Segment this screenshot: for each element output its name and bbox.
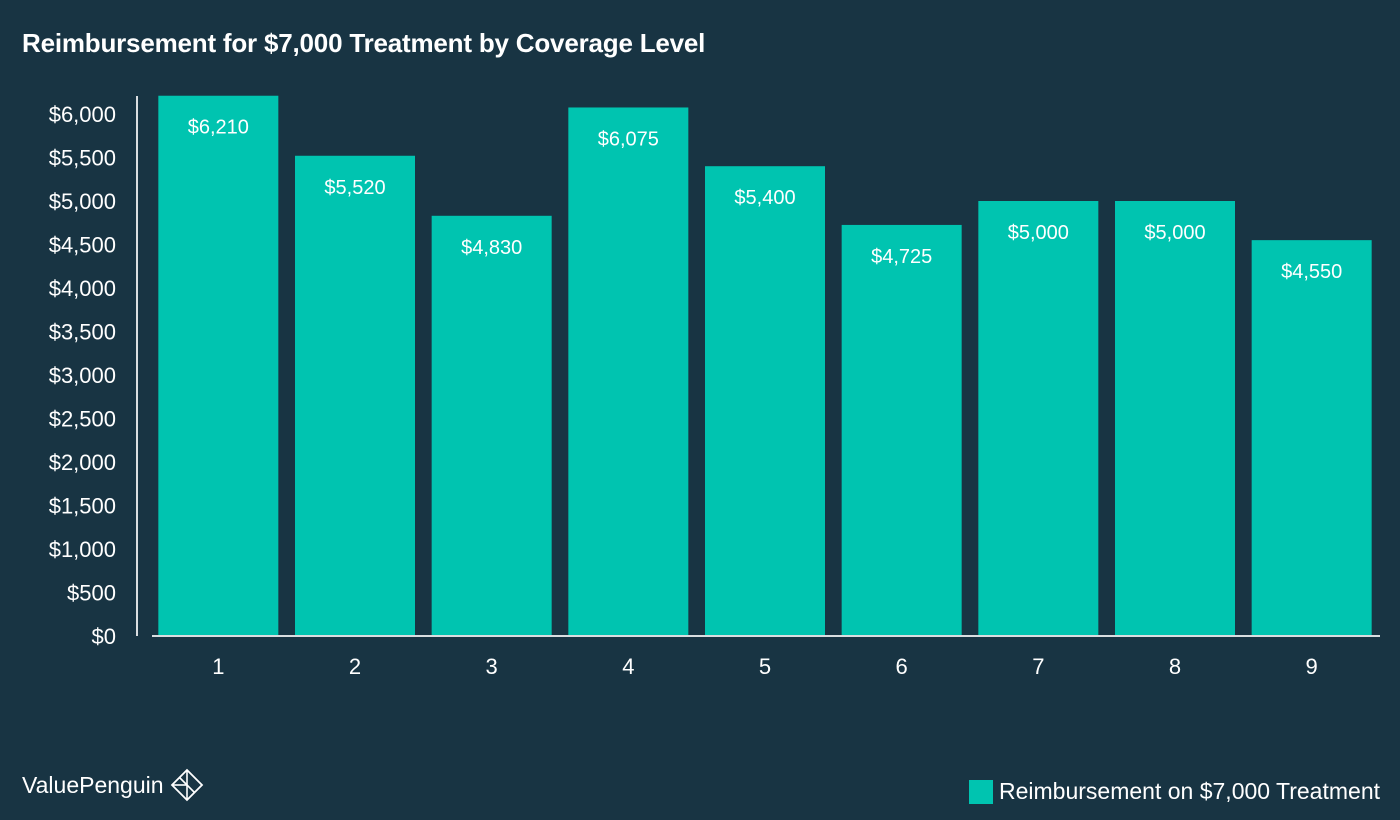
bar [705,166,825,636]
brand-logo: ValuePenguin [22,768,204,802]
diamond-logo-icon [170,768,203,802]
bar-data-label: $5,000 [1008,222,1069,244]
bar [295,155,415,636]
y-tick-label: $6,000 [49,102,116,127]
bar-data-label: $5,400 [734,187,795,209]
bar-data-label: $6,075 [598,128,659,150]
y-tick-label: $0 [92,624,116,649]
bar [1115,201,1235,636]
bar-data-label: $6,210 [188,117,249,139]
y-tick-label: $1,500 [49,494,116,519]
y-tick-label: $1,000 [49,537,116,562]
x-tick-label: 9 [1306,654,1318,679]
bar [1251,240,1372,636]
y-tick-label: $4,000 [49,276,116,301]
bar-data-label: $5,000 [1144,222,1205,244]
x-tick-label: 2 [349,654,361,679]
bar [978,201,1099,636]
x-tick-label: 1 [212,654,224,679]
bar-data-label: $4,830 [461,237,522,259]
bar-data-label: $4,725 [871,246,932,268]
x-tick-label: 8 [1169,654,1181,679]
y-tick-label: $4,500 [49,233,116,258]
bar-data-label: $5,520 [324,177,385,199]
x-tick-label: 7 [1032,654,1044,679]
x-tick-label: 4 [622,654,634,679]
x-tick-label: 6 [896,654,908,679]
bar [431,215,552,637]
y-tick-label: $500 [67,581,116,606]
legend-label: Reimbursement on $7,000 Treatment [999,778,1380,804]
x-tick-label: 5 [759,654,771,679]
brand-name: ValuePenguin [22,771,164,798]
legend-swatch [969,779,994,804]
y-tick-label: $3,500 [49,320,116,345]
y-tick-label: $2,500 [49,407,116,432]
bar [841,224,962,637]
y-tick-label: $5,000 [49,189,116,214]
bar-data-label: $4,550 [1281,261,1342,283]
y-tick-label: $2,000 [49,450,116,475]
bar [158,95,279,637]
y-tick-label: $3,000 [49,363,116,388]
chart-title: Reimbursement for $7,000 Treatment by Co… [22,28,706,58]
x-tick-label: 3 [486,654,498,679]
bar [568,107,689,637]
y-tick-label: $5,500 [49,146,116,171]
chart-legend: Reimbursement on $7,000 Treatment [969,778,1380,805]
